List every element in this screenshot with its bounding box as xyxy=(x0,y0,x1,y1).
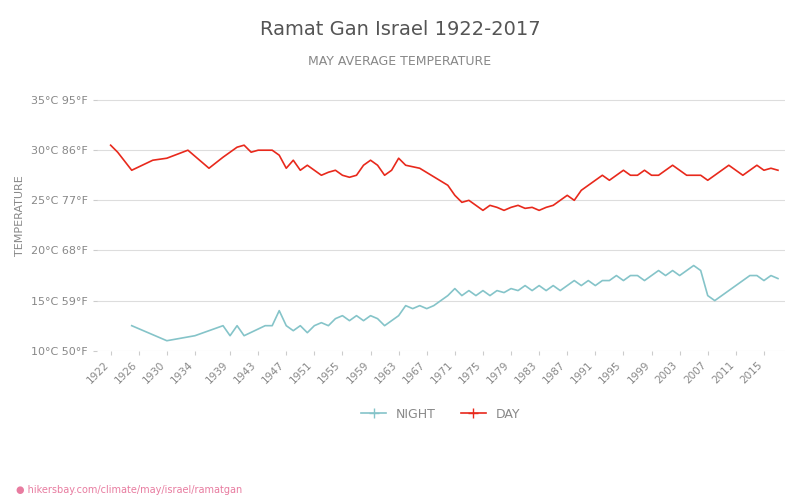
Legend: NIGHT, DAY: NIGHT, DAY xyxy=(356,402,526,425)
Text: Ramat Gan Israel 1922-2017: Ramat Gan Israel 1922-2017 xyxy=(260,20,540,39)
Y-axis label: TEMPERATURE: TEMPERATURE xyxy=(15,175,25,256)
Text: MAY AVERAGE TEMPERATURE: MAY AVERAGE TEMPERATURE xyxy=(309,55,491,68)
Text: ● hikersbay.com/climate/may/israel/ramatgan: ● hikersbay.com/climate/may/israel/ramat… xyxy=(16,485,242,495)
